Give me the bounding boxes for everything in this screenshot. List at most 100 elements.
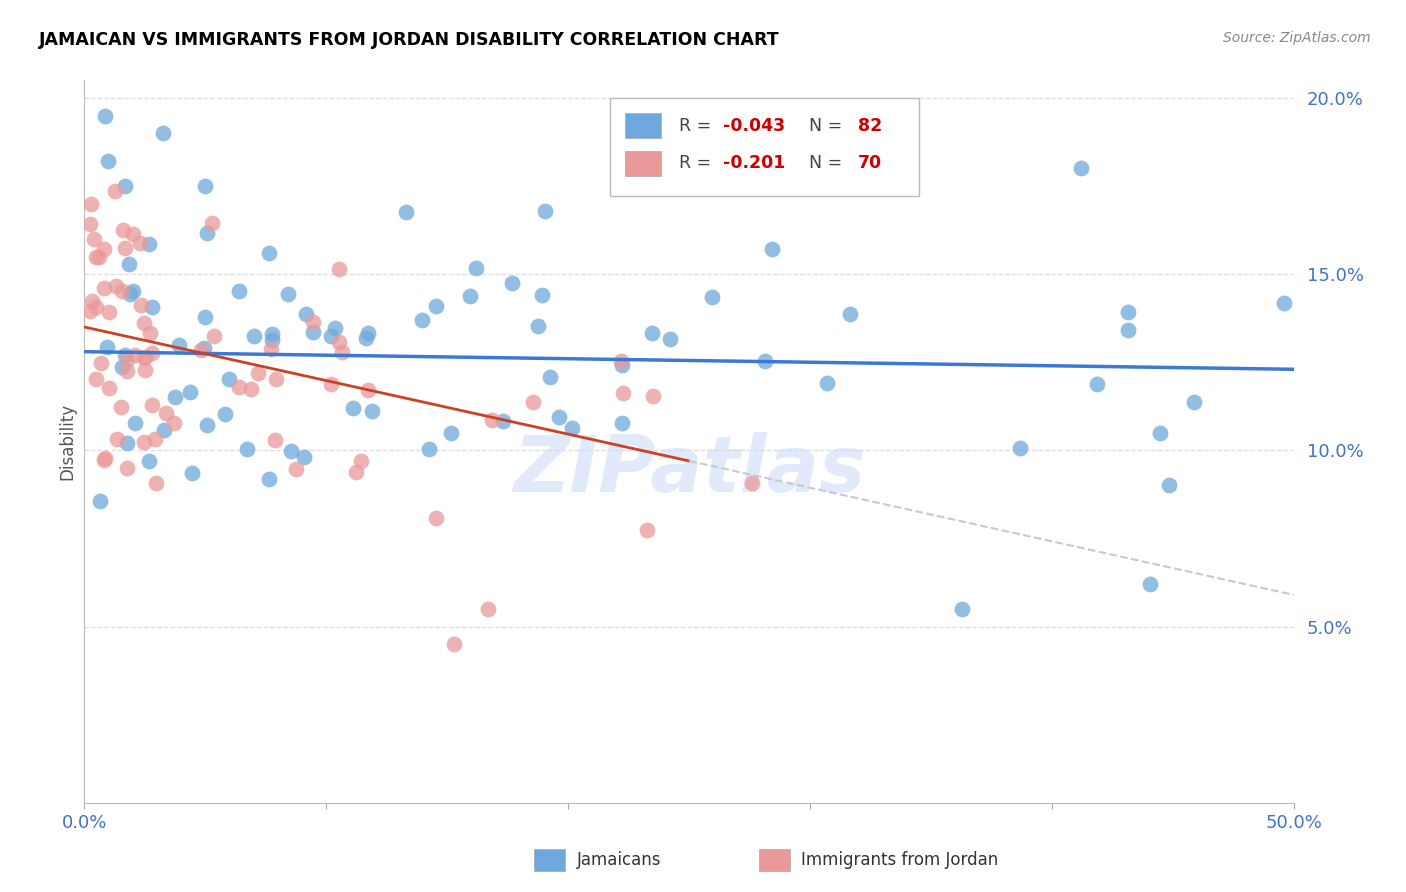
Point	[330, 345, 353, 359]
Point	[522, 395, 544, 409]
Point	[458, 289, 481, 303]
Point	[323, 321, 346, 335]
Point	[104, 184, 127, 198]
FancyBboxPatch shape	[610, 98, 918, 196]
Point	[190, 343, 212, 358]
Text: Jamaicans: Jamaicans	[576, 851, 661, 869]
Point	[477, 602, 499, 616]
Point	[641, 389, 664, 403]
Point	[134, 363, 156, 377]
Point	[1159, 478, 1181, 492]
Point	[354, 331, 377, 345]
Point	[202, 329, 225, 343]
Point	[111, 223, 134, 237]
Point	[411, 313, 433, 327]
Text: Immigrants from Jordan: Immigrants from Jordan	[801, 851, 998, 869]
Point	[141, 300, 163, 314]
Point	[526, 319, 548, 334]
Point	[321, 329, 343, 343]
Point	[540, 370, 562, 384]
Point	[94, 450, 117, 465]
Point	[610, 354, 633, 368]
Point	[163, 416, 186, 430]
Point	[228, 380, 250, 394]
Text: N =: N =	[797, 117, 848, 135]
Point	[134, 351, 156, 365]
Point	[425, 511, 447, 525]
Point	[394, 204, 416, 219]
Point	[285, 461, 308, 475]
Point	[79, 217, 101, 231]
Point	[301, 315, 323, 329]
Point	[321, 377, 343, 392]
Point	[114, 242, 136, 256]
Point	[118, 257, 141, 271]
Point	[132, 316, 155, 330]
Point	[1116, 304, 1139, 318]
Point	[110, 401, 132, 415]
Point	[328, 334, 350, 349]
Point	[612, 386, 634, 401]
Point	[761, 242, 783, 256]
Point	[83, 232, 105, 246]
Point	[79, 304, 101, 318]
Point	[1182, 395, 1205, 409]
Point	[201, 216, 224, 230]
Point	[111, 360, 134, 375]
Point	[356, 383, 378, 397]
Point	[131, 298, 153, 312]
Point	[218, 372, 240, 386]
Point	[195, 417, 218, 432]
Point	[1116, 323, 1139, 337]
Point	[1010, 442, 1032, 456]
Point	[1070, 161, 1092, 176]
Point	[84, 250, 107, 264]
Point	[87, 250, 110, 264]
Point	[167, 338, 190, 352]
Point	[815, 376, 838, 390]
Point	[84, 372, 107, 386]
Point	[179, 385, 201, 400]
Point	[277, 287, 299, 301]
Point	[128, 236, 150, 251]
Point	[610, 359, 633, 373]
Point	[93, 243, 115, 257]
Text: 70: 70	[858, 154, 883, 172]
Point	[950, 602, 973, 616]
Point	[636, 523, 658, 537]
Point	[97, 154, 120, 169]
Point	[610, 416, 633, 430]
Point	[194, 179, 217, 194]
Point	[89, 493, 111, 508]
Point	[425, 299, 447, 313]
Point	[197, 227, 219, 241]
Point	[264, 433, 287, 447]
Point	[357, 326, 380, 340]
Point	[292, 450, 315, 465]
Point	[302, 325, 325, 339]
Point	[440, 425, 463, 440]
Point	[492, 414, 515, 428]
Point	[118, 287, 141, 301]
Point	[193, 341, 215, 355]
Point	[247, 366, 270, 380]
Point	[105, 433, 128, 447]
Point	[155, 406, 177, 420]
Point	[350, 454, 373, 468]
Text: JAMAICAN VS IMMIGRANTS FROM JORDAN DISABILITY CORRELATION CHART: JAMAICAN VS IMMIGRANTS FROM JORDAN DISAB…	[39, 31, 780, 49]
Point	[98, 305, 121, 319]
Point	[141, 398, 163, 412]
Point	[481, 413, 503, 427]
Point	[260, 333, 283, 347]
Point	[443, 637, 465, 651]
Point	[124, 416, 146, 430]
Point	[342, 401, 364, 416]
Point	[145, 476, 167, 491]
Point	[328, 262, 350, 277]
Point	[180, 467, 202, 481]
Text: -0.201: -0.201	[723, 154, 785, 172]
Point	[153, 423, 176, 437]
Point	[534, 204, 557, 219]
Point	[257, 472, 280, 486]
Bar	[624, 151, 661, 176]
